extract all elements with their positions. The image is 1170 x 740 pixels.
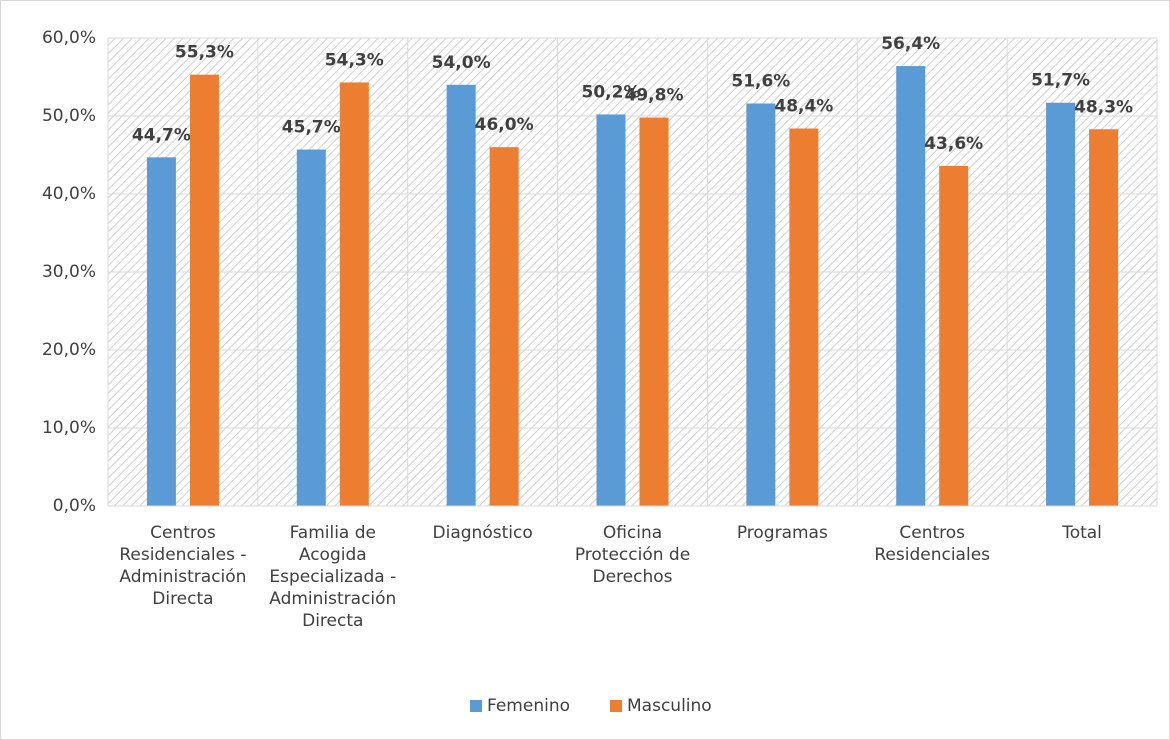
x-tick-label: Familia de Acogida Especializada - Admin… [269, 523, 397, 631]
legend-swatch [470, 700, 482, 712]
bar [146, 157, 176, 506]
data-label: 48,4% [774, 96, 833, 116]
legend-item: Femenino [470, 696, 570, 716]
bar [296, 149, 326, 507]
x-tick-label: Total [1062, 523, 1102, 543]
data-label: 51,6% [731, 72, 790, 92]
legend-item: Masculino [610, 696, 712, 716]
legend-label: Femenino [487, 696, 570, 716]
y-tick-label: 60,0% [42, 28, 96, 48]
bar [596, 114, 626, 506]
data-label: 51,7% [1031, 71, 1090, 91]
bar [1089, 129, 1119, 506]
bar [1046, 102, 1076, 507]
x-tick-label: Diagnóstico [432, 523, 533, 543]
legend-swatch [610, 700, 622, 712]
x-tick-label: Centros Residenciales [874, 523, 991, 565]
data-label: 48,3% [1074, 97, 1133, 117]
bar [339, 82, 369, 507]
x-tick-label: Oficina Protección de Derechos [574, 523, 691, 587]
bar [939, 165, 969, 507]
x-tick-label: Centros Residenciales - Administración D… [119, 523, 247, 609]
x-tick-label: Programas [736, 523, 828, 543]
data-label: 50,2% [582, 82, 641, 102]
bar [639, 117, 669, 506]
bar [896, 66, 926, 506]
data-label: 55,3% [175, 43, 234, 63]
y-tick-label: 0,0% [53, 496, 96, 516]
y-tick-label: 50,0% [42, 106, 96, 126]
data-label: 45,7% [282, 118, 341, 138]
data-label: 56,4% [881, 34, 940, 54]
y-tick-label: 40,0% [42, 184, 96, 204]
bar [746, 103, 776, 507]
bar [789, 128, 819, 507]
bar [189, 74, 219, 506]
data-label: 46,0% [475, 115, 534, 135]
data-label: 43,6% [924, 134, 983, 154]
data-label: 49,8% [625, 86, 684, 106]
data-label: 54,0% [432, 53, 491, 73]
y-tick-label: 30,0% [42, 262, 96, 282]
y-tick-label: 20,0% [42, 340, 96, 360]
y-tick-label: 10,0% [42, 418, 96, 438]
bar [489, 147, 519, 506]
legend-label: Masculino [627, 696, 712, 716]
data-label: 44,7% [132, 125, 191, 145]
bar [446, 84, 476, 507]
data-label: 54,3% [325, 50, 384, 70]
